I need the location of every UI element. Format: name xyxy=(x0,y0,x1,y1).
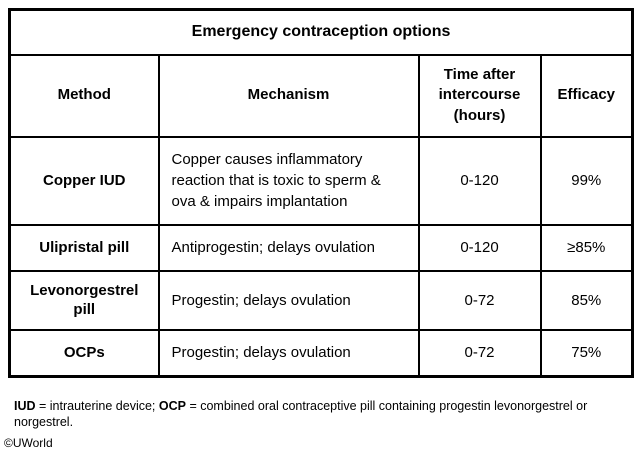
table-row-copper-iud: Copper IUD Copper causes inflammatory re… xyxy=(8,135,634,226)
efficacy-cell: 85% xyxy=(539,269,634,331)
method-cell: Ulipristal pill xyxy=(8,223,160,272)
footnote-definition-iud: = intrauterine device; xyxy=(35,399,159,413)
column-header-time-after-intercourse: Time after intercourse (hours) xyxy=(417,53,542,138)
efficacy-cell: 99% xyxy=(539,135,634,226)
method-cell: OCPs xyxy=(8,328,160,378)
emergency-contraception-table: Emergency contraception options Method M… xyxy=(8,8,635,378)
mechanism-cell: Progestin; delays ovulation xyxy=(157,328,420,378)
footnote: IUD = intrauterine device; OCP = combine… xyxy=(14,399,620,430)
efficacy-cell: ≥85% xyxy=(539,223,634,272)
column-header-method: Method xyxy=(8,53,160,138)
mechanism-cell: Antiprogestin; delays ovulation xyxy=(157,223,420,272)
title-row: Emergency contraception options xyxy=(8,8,634,56)
time-cell: 0-72 xyxy=(417,269,542,331)
time-cell: 0-120 xyxy=(417,223,542,272)
time-cell: 0-72 xyxy=(417,328,542,378)
table-row-levonorgestrel-pill: Levonorgestrel pill Progestin; delays ov… xyxy=(8,269,634,331)
column-header-efficacy: Efficacy xyxy=(539,53,634,138)
table-row-ocps: OCPs Progestin; delays ovulation 0-72 75… xyxy=(8,328,634,378)
efficacy-cell: 75% xyxy=(539,328,634,378)
mechanism-cell: Copper causes inflammatory reaction that… xyxy=(157,135,420,226)
footnote-abbr-ocp: OCP xyxy=(158,399,186,413)
method-cell: Copper IUD xyxy=(8,135,160,226)
time-cell: 0-120 xyxy=(417,135,542,226)
footnote-abbr-iud: IUD xyxy=(14,399,36,413)
mechanism-cell: Progestin; delays ovulation xyxy=(157,269,420,331)
column-header-mechanism: Mechanism xyxy=(157,53,420,138)
table-title: Emergency contraception options xyxy=(8,8,634,56)
footnote-definition-ocp: = combined oral contraceptive pill conta… xyxy=(14,399,588,429)
table-row-ulipristal-pill: Ulipristal pill Antiprogestin; delays ov… xyxy=(8,223,634,272)
copyright-notice: ©UWorld xyxy=(4,436,53,450)
header-row: Method Mechanism Time after intercourse … xyxy=(8,53,634,138)
method-cell: Levonorgestrel pill xyxy=(8,269,160,331)
